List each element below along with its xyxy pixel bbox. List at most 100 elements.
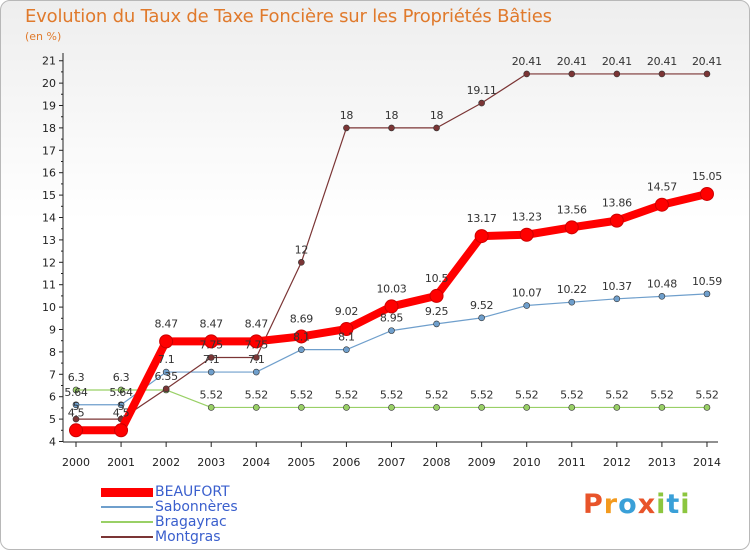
data-label-beaufort: 4.5 bbox=[68, 406, 85, 419]
point-montgras bbox=[568, 70, 576, 78]
data-label-sabonn-res: 9.52 bbox=[470, 299, 493, 312]
data-label-montgras: 5 bbox=[73, 400, 80, 413]
data-label-bragayrac: 5.52 bbox=[605, 388, 628, 401]
data-label-montgras: 18 bbox=[340, 109, 354, 122]
point-montgras bbox=[523, 70, 531, 78]
x-tick-label: 2010 bbox=[513, 456, 541, 469]
point-bragayrac bbox=[523, 404, 531, 411]
point-bragayrac bbox=[703, 404, 711, 411]
legend-swatch bbox=[101, 506, 153, 508]
data-label-bragayrac: 5.52 bbox=[200, 388, 223, 401]
x-tick-label: 2002 bbox=[152, 456, 180, 469]
data-label-montgras: 20.41 bbox=[512, 55, 542, 68]
data-label-bragayrac: 5.52 bbox=[650, 388, 673, 401]
y-tick-label: 8 bbox=[49, 346, 56, 359]
point-bragayrac bbox=[613, 404, 621, 411]
y-tick-label: 6 bbox=[49, 391, 56, 404]
x-tick-label: 2009 bbox=[468, 456, 496, 469]
data-label-bragayrac: 5.52 bbox=[560, 388, 583, 401]
point-bragayrac bbox=[117, 386, 125, 394]
point-beaufort bbox=[609, 213, 624, 228]
chart-title: Evolution du Taux de Taxe Foncière sur l… bbox=[25, 6, 552, 27]
data-label-sabonn-res: 5.64 bbox=[64, 386, 88, 399]
point-montgras bbox=[433, 124, 440, 132]
point-beaufort bbox=[114, 423, 129, 438]
data-label-sabonn-res: 8.95 bbox=[380, 312, 404, 325]
point-bragayrac bbox=[388, 404, 395, 411]
data-label-montgras: 12 bbox=[295, 243, 308, 256]
point-montgras bbox=[72, 415, 80, 423]
legend-label: BEAUFORT bbox=[155, 484, 230, 500]
data-label-sabonn-res: 10.07 bbox=[512, 287, 542, 300]
data-label-beaufort: 4.5 bbox=[113, 406, 130, 419]
point-bragayrac bbox=[343, 404, 350, 411]
point-bragayrac bbox=[658, 404, 666, 411]
data-label-bragayrac: 6.3 bbox=[68, 371, 85, 384]
point-montgras bbox=[252, 354, 260, 361]
point-sabonn-res bbox=[252, 368, 260, 376]
point-beaufort bbox=[429, 288, 444, 303]
point-beaufort bbox=[519, 227, 534, 242]
legend-swatch bbox=[101, 487, 153, 497]
data-label-montgras: 20.41 bbox=[602, 55, 632, 68]
data-label-montgras: 19.11 bbox=[467, 84, 497, 97]
point-montgras bbox=[162, 385, 170, 393]
y-tick-label: 4 bbox=[49, 436, 56, 449]
point-sabonn-res bbox=[298, 346, 305, 353]
point-bragayrac bbox=[72, 386, 80, 394]
x-tick-label: 2012 bbox=[603, 456, 631, 469]
data-label-beaufort: 8.47 bbox=[200, 317, 224, 330]
legend-label: Sabonnères bbox=[155, 499, 238, 515]
logo-letter: P bbox=[583, 489, 604, 520]
legend-label: Bragayrac bbox=[155, 514, 227, 530]
data-label-sabonn-res: 7.1 bbox=[248, 353, 265, 366]
legend-swatch bbox=[101, 521, 153, 523]
data-label-sabonn-res: 10.22 bbox=[557, 283, 587, 296]
data-label-sabonn-res: 7.1 bbox=[203, 353, 220, 366]
data-label-beaufort: 14.57 bbox=[647, 181, 677, 194]
data-label-beaufort: 8.47 bbox=[154, 317, 178, 330]
data-label-bragayrac: 5.52 bbox=[290, 388, 313, 401]
legend-swatch bbox=[101, 536, 153, 538]
point-sabonn-res bbox=[613, 295, 621, 303]
point-beaufort bbox=[204, 334, 219, 349]
proxiti-logo: Proxiti bbox=[583, 489, 691, 520]
data-label-beaufort: 10.03 bbox=[376, 282, 406, 295]
data-label-beaufort: 10.5 bbox=[425, 272, 449, 285]
point-beaufort bbox=[249, 334, 264, 349]
point-sabonn-res bbox=[207, 368, 215, 376]
point-montgras bbox=[343, 124, 350, 132]
point-montgras bbox=[388, 124, 395, 132]
data-label-beaufort: 15.05 bbox=[692, 170, 722, 183]
point-sabonn-res bbox=[343, 346, 350, 353]
data-label-beaufort: 13.17 bbox=[467, 212, 497, 225]
point-montgras bbox=[703, 70, 711, 78]
data-label-montgras: 7.75 bbox=[245, 339, 269, 352]
data-label-sabonn-res: 5.64 bbox=[109, 386, 133, 399]
point-sabonn-res bbox=[433, 320, 440, 328]
data-label-montgras: 20.41 bbox=[692, 55, 722, 68]
y-tick-label: 12 bbox=[42, 256, 56, 269]
data-label-sabonn-res: 10.59 bbox=[692, 275, 722, 288]
x-tick-label: 2004 bbox=[242, 456, 270, 469]
data-label-beaufort: 13.56 bbox=[557, 203, 587, 216]
y-tick-label: 17 bbox=[42, 144, 56, 157]
point-bragayrac bbox=[252, 404, 260, 411]
y-tick-label: 15 bbox=[42, 189, 56, 202]
point-beaufort bbox=[384, 299, 399, 314]
y-tick-label: 14 bbox=[42, 212, 56, 225]
point-sabonn-res bbox=[658, 293, 666, 300]
y-tick-label: 19 bbox=[42, 100, 56, 113]
x-tick-label: 2007 bbox=[377, 456, 405, 469]
data-label-sabonn-res: 7.1 bbox=[158, 353, 175, 366]
y-tick-label: 16 bbox=[42, 167, 56, 180]
y-tick-label: 18 bbox=[42, 122, 56, 135]
logo-letter: x bbox=[637, 489, 657, 520]
x-tick-label: 2011 bbox=[558, 456, 586, 469]
point-bragayrac bbox=[207, 404, 215, 411]
unit-label: (en %) bbox=[25, 30, 62, 43]
data-label-beaufort: 13.23 bbox=[512, 211, 542, 224]
data-label-montgras: 20.41 bbox=[557, 55, 587, 68]
data-label-beaufort: 8.69 bbox=[290, 312, 314, 325]
point-montgras bbox=[298, 258, 305, 266]
